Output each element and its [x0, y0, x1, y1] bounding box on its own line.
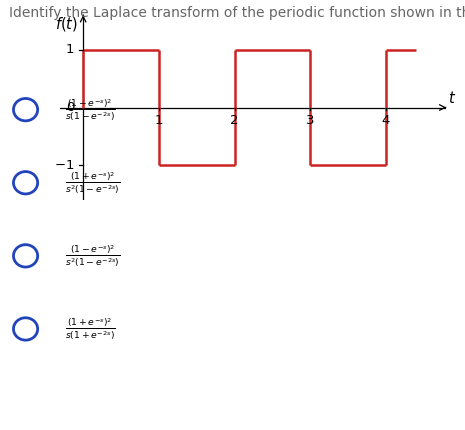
Text: 1: 1 — [66, 43, 74, 56]
Text: 4: 4 — [382, 114, 390, 127]
Text: Identify the Laplace transform of the periodic function shown in the figure.: Identify the Laplace transform of the pe… — [9, 6, 465, 21]
Text: 0: 0 — [66, 101, 74, 114]
Text: $\frac{(1-e^{-s})^2}{s^2(1-e^{-2s})}$: $\frac{(1-e^{-s})^2}{s^2(1-e^{-2s})}$ — [65, 243, 120, 269]
Text: $f(t)$: $f(t)$ — [55, 15, 78, 33]
Text: $t$: $t$ — [448, 90, 456, 106]
Text: $\frac{(1+e^{-s})^2}{s(1+e^{-2s})}$: $\frac{(1+e^{-s})^2}{s(1+e^{-2s})}$ — [65, 316, 116, 342]
Text: $\frac{(1-e^{-s})^2}{s(1-e^{-2s})}$: $\frac{(1-e^{-s})^2}{s(1-e^{-2s})}$ — [65, 97, 116, 123]
Text: $-1$: $-1$ — [54, 159, 74, 172]
Text: 3: 3 — [306, 114, 314, 127]
Text: 2: 2 — [230, 114, 239, 127]
Text: $\frac{(1+e^{-s})^2}{s^2(1-e^{-2s})}$: $\frac{(1+e^{-s})^2}{s^2(1-e^{-2s})}$ — [65, 170, 120, 196]
Text: 1: 1 — [154, 114, 163, 127]
